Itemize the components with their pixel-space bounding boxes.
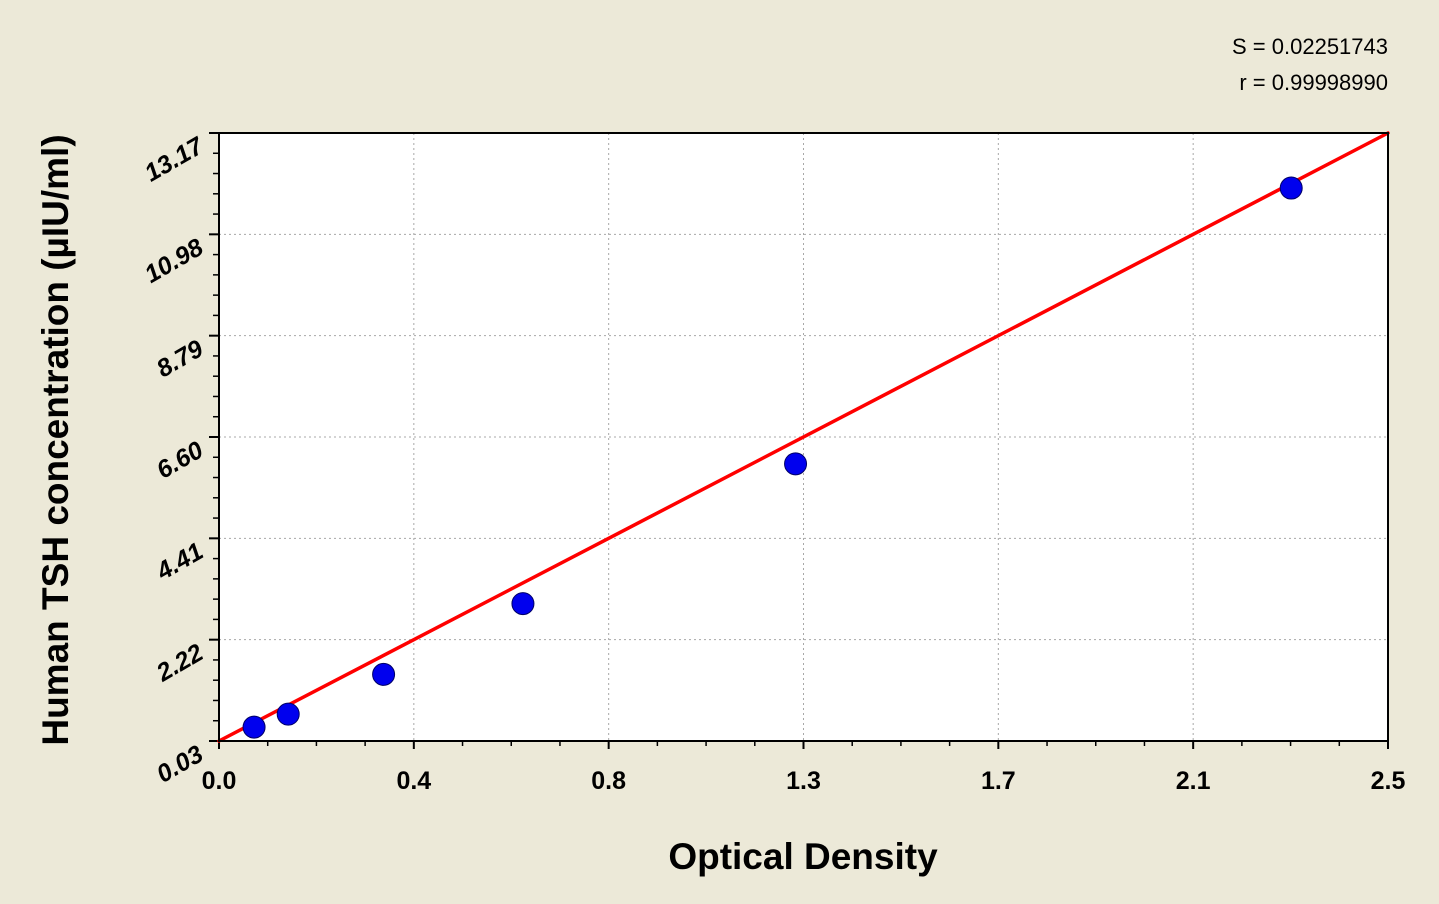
data-point xyxy=(784,452,808,476)
x-tick-label: 1.7 xyxy=(981,767,1016,795)
r-value-annotation: r = 0.99998990 xyxy=(1239,70,1388,95)
x-tick-label: 2.1 xyxy=(1176,767,1211,795)
data-point xyxy=(1279,176,1303,200)
fit-line xyxy=(217,131,1390,743)
y-tick-label: 10.98 xyxy=(140,233,208,289)
data-point xyxy=(372,662,396,686)
x-tick-label: 0.4 xyxy=(396,767,431,795)
y-tick-label: 8.79 xyxy=(152,335,208,384)
y-tick-label: 0.03 xyxy=(152,740,208,789)
data-point xyxy=(511,592,535,616)
plot-frame xyxy=(218,132,1389,742)
data-points xyxy=(242,176,1303,739)
y-tick-labels: 0.03 2.22 4.41 6.60 8.79 10.98 13.17 xyxy=(140,131,209,788)
data-point xyxy=(276,702,300,726)
y-tick-label: 2.22 xyxy=(151,639,208,688)
y-tick-label: 6.60 xyxy=(152,436,208,485)
x-axis-title: Optical Density xyxy=(668,836,938,877)
x-tick-label: 0.8 xyxy=(591,767,626,795)
y-axis-title: Human TSH concentration (µIU/ml) xyxy=(35,134,76,745)
data-point xyxy=(242,715,266,739)
x-tick-labels: 0.0 0.4 0.8 1.3 1.7 2.1 2.5 xyxy=(202,767,1406,795)
fit-line-layer xyxy=(217,131,1390,743)
x-tick-label: 0.0 xyxy=(202,767,237,795)
y-tick-label: 4.41 xyxy=(151,537,208,586)
x-tick-label: 2.5 xyxy=(1371,767,1406,795)
y-tick-label: 13.17 xyxy=(140,131,209,187)
x-tick-label: 1.3 xyxy=(786,767,821,795)
s-value-annotation: S = 0.02251743 xyxy=(1232,34,1388,59)
